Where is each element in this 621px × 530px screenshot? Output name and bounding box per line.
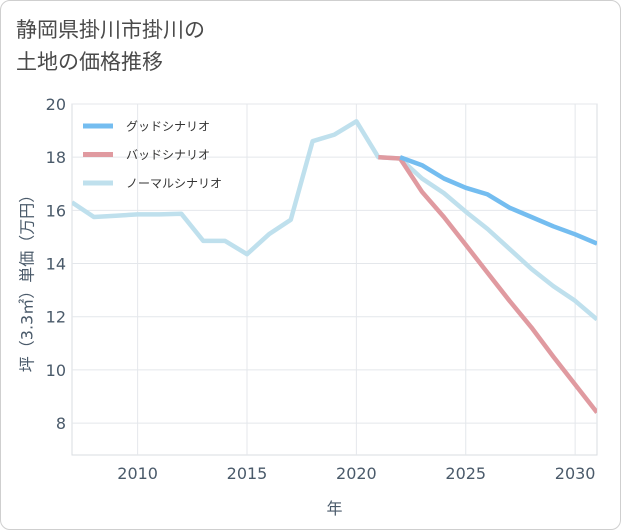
grid-lines [71,103,598,456]
legend-label-2: ノーマルシナリオ [126,177,222,191]
x-tick-label: 2010 [117,464,158,483]
series-line-0 [399,155,597,246]
x-axis-title: 年 [326,499,342,518]
x-axis-ticks: 2010 2015 2020 2025 2030 [117,464,595,483]
chart-title-line-1: 静岡県掛川市掛川の [16,18,205,42]
series-line-2 [72,119,597,322]
series-line-1 [378,154,597,414]
chart-title-line-2: 土地の価格推移 [16,50,163,74]
y-tick-label: 10 [46,361,66,380]
y-tick-label: 12 [46,308,66,327]
y-tick-label: 14 [46,255,66,274]
y-tick-label: 16 [46,201,66,220]
y-tick-label: 18 [46,148,66,167]
x-tick-label: 2020 [336,464,377,483]
y-tick-label: 20 [46,95,66,114]
x-tick-label: 2030 [555,464,596,483]
series-lines [72,119,597,414]
legend-label-1: バッドシナリオ [126,148,210,162]
x-tick-label: 2025 [445,464,486,483]
y-tick-label: 8 [56,414,66,433]
y-axis-title: 坪（3.3㎡）単価（万円） [18,187,37,372]
x-tick-label: 2015 [227,464,268,483]
chart-title: 静岡県掛川市掛川の 土地の価格推移 [16,14,205,78]
y-axis-ticks: 8 10 12 14 16 18 20 [46,95,66,433]
legend-label-0: グッドシナリオ [126,120,210,134]
